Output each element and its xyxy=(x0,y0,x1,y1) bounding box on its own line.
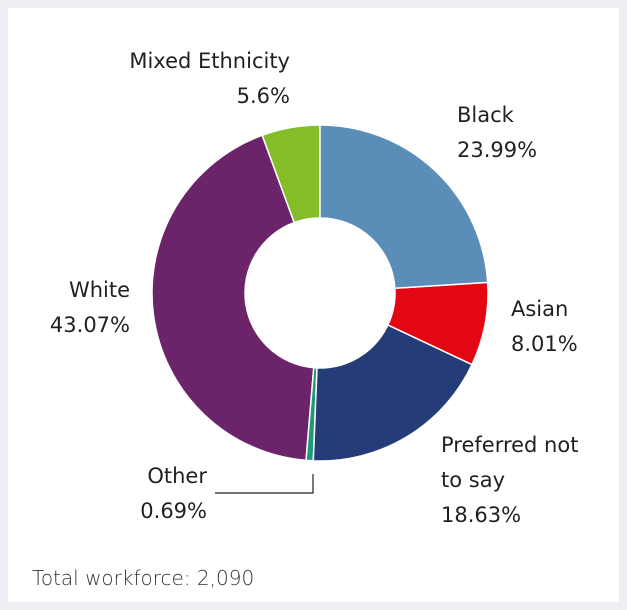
slice-label: Asian 8.01% xyxy=(511,292,621,362)
category-label: Black xyxy=(457,103,514,127)
value-label: 43.07% xyxy=(49,313,130,337)
value-label: 18.63% xyxy=(441,503,522,527)
slice-label: Mixed Ethnicity 5.6% xyxy=(40,44,290,114)
value-label: 23.99% xyxy=(457,138,538,162)
slice-label: Preferred not to say 18.63% xyxy=(441,428,591,533)
value-label: 8.01% xyxy=(511,332,578,356)
value-label: 5.6% xyxy=(236,84,290,108)
category-label: White xyxy=(68,278,130,302)
category-label: Other xyxy=(147,464,207,488)
donut-slice xyxy=(312,323,473,462)
slice-label: White 43.07% xyxy=(0,273,130,343)
category-label: Preferred not to say xyxy=(441,433,579,492)
category-label: Mixed Ethnicity xyxy=(129,49,290,73)
panel xyxy=(8,8,619,602)
footer-note: Total workforce: 2,090 xyxy=(32,566,255,590)
category-label: Asian xyxy=(511,297,569,321)
donut-slice xyxy=(319,124,489,290)
donut-slice xyxy=(151,134,315,462)
value-label: 0.69% xyxy=(140,499,207,523)
leader-line xyxy=(215,474,314,494)
slice-label: Other 0.69% xyxy=(87,459,207,529)
slice-label: Black 23.99% xyxy=(457,98,617,168)
donut-slice xyxy=(386,281,489,366)
